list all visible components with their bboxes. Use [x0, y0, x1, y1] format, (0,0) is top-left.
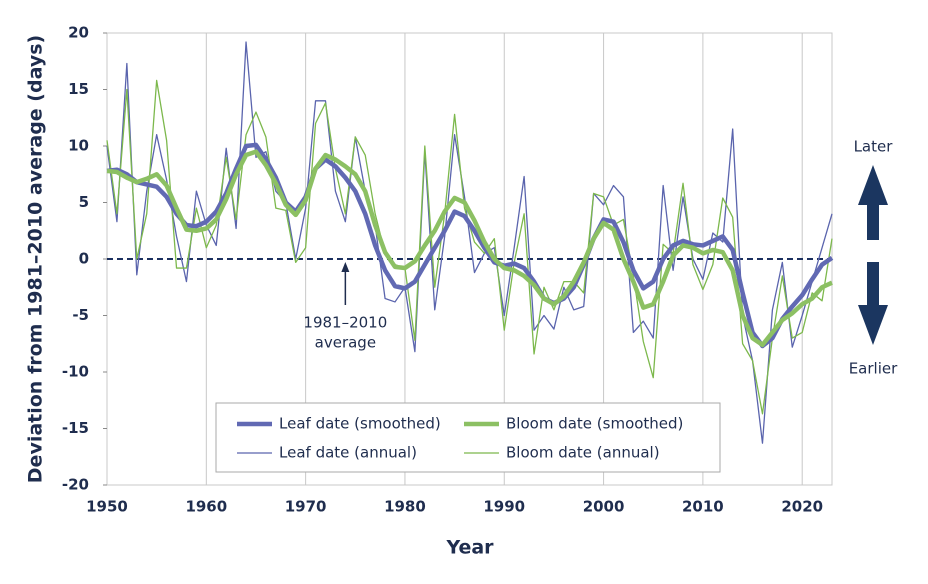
x-tick-label: 1970	[285, 498, 327, 516]
legend-label: Bloom date (annual)	[506, 444, 660, 462]
x-tick-label: 1990	[483, 498, 525, 516]
y-tick-label: 15	[68, 80, 89, 98]
x-tick-label: 2010	[682, 498, 724, 516]
direction-arrows	[858, 165, 888, 345]
y-tick-label: 5	[79, 193, 89, 211]
y-tick-label: -20	[62, 476, 89, 494]
legend-label: Leaf date (smoothed)	[279, 415, 441, 433]
later-label: Later	[854, 138, 894, 156]
legend-label: Bloom date (smoothed)	[506, 415, 683, 433]
x-tick-label: 1960	[185, 498, 227, 516]
y-tick-label: 10	[68, 137, 89, 155]
y-axis-label: Deviation from 1981–2010 average (days)	[25, 35, 47, 483]
annotation-text: 1981–2010	[303, 314, 387, 332]
x-tick-label: 1950	[86, 498, 128, 516]
arrow-down-head	[858, 305, 888, 345]
y-tick-label: -5	[72, 306, 89, 324]
legend-label: Leaf date (annual)	[279, 444, 417, 462]
y-tick-label: 0	[79, 250, 89, 268]
y-tick-label: -10	[62, 363, 89, 381]
x-axis-label: Year	[445, 537, 494, 559]
y-tick-label: -15	[62, 419, 89, 437]
arrow-up-head	[858, 165, 888, 205]
x-tick-label: 2020	[781, 498, 823, 516]
arrow-up-shaft	[867, 204, 879, 240]
annotation-text: average	[315, 334, 376, 352]
legend-box	[215, 402, 721, 473]
arrow-down-shaft	[867, 262, 879, 306]
series-line	[106, 149, 833, 348]
x-tick-label: 1980	[384, 498, 426, 516]
legend: Leaf date (smoothed) Bloom date (smoothed…	[215, 402, 721, 473]
earlier-label: Earlier	[849, 360, 898, 378]
annotation-arrowhead	[341, 262, 350, 272]
y-tick-label: 20	[68, 24, 89, 42]
x-tick-label: 2000	[583, 498, 625, 516]
